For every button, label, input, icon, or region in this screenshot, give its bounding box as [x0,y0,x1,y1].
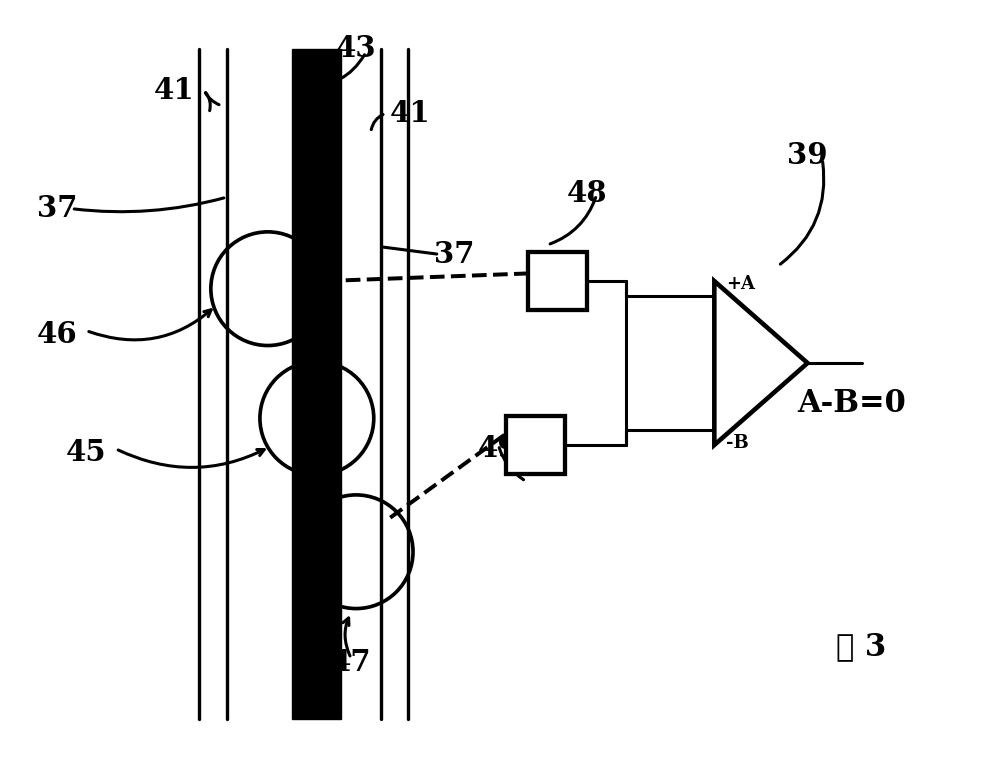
Text: 45: 45 [66,438,106,467]
Text: 49: 49 [477,435,519,463]
Text: 39: 39 [787,141,827,170]
Text: 41: 41 [389,99,430,127]
Bar [528,253,586,310]
Polygon shape [714,281,807,445]
Text: 37: 37 [36,194,77,223]
Bar [292,48,341,720]
Text: 37: 37 [434,240,474,269]
Text: 图 3: 图 3 [835,631,885,663]
Text: A-B=0: A-B=0 [797,388,905,419]
Text: +A: +A [726,274,754,293]
Text: 46: 46 [36,320,77,349]
Bar [506,416,565,474]
Text: 47: 47 [330,647,371,677]
Text: 48: 48 [566,179,606,208]
Text: 43: 43 [335,34,376,63]
Text: 41: 41 [154,76,194,105]
Text: -B: -B [726,434,748,452]
